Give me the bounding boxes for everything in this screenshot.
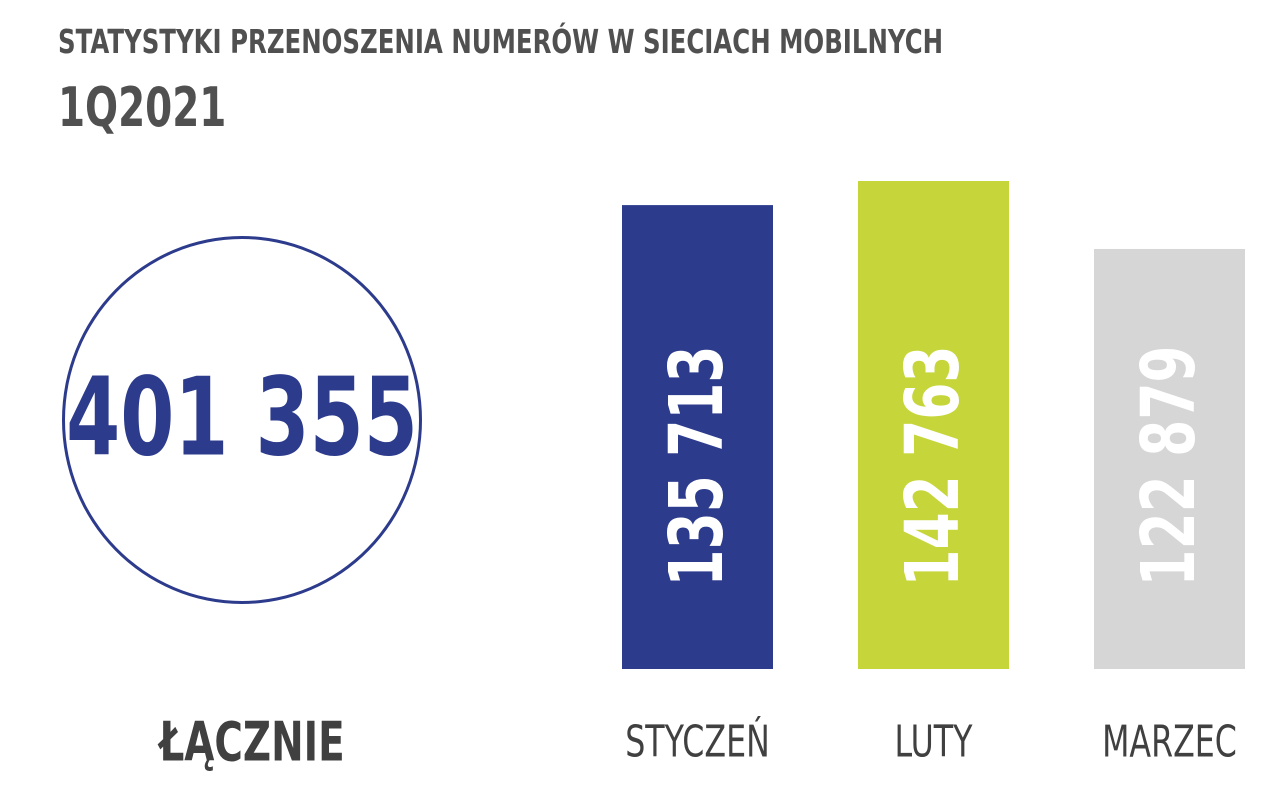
category-label: LUTY (895, 716, 973, 768)
bar-2 (1094, 248, 1245, 669)
chart-title: STATYSTYKI PRZENOSZENIA NUMERÓW W SIECIA… (58, 22, 944, 61)
bar-0 (622, 205, 773, 669)
category-label: MARZEC (1102, 716, 1237, 768)
bar-1 (858, 181, 1009, 669)
chart-subtitle: 1Q2021 (58, 76, 227, 139)
bar-value-label: 135 713 (654, 346, 740, 587)
total-label: ŁĄCZNIE (159, 710, 345, 774)
total-circle (62, 236, 422, 604)
category-label: STYCZEŃ (625, 714, 770, 768)
bar-value-label: 122 879 (1126, 346, 1212, 587)
total-value: 401 355 (66, 355, 418, 481)
bar-value-label: 142 763 (890, 346, 976, 587)
